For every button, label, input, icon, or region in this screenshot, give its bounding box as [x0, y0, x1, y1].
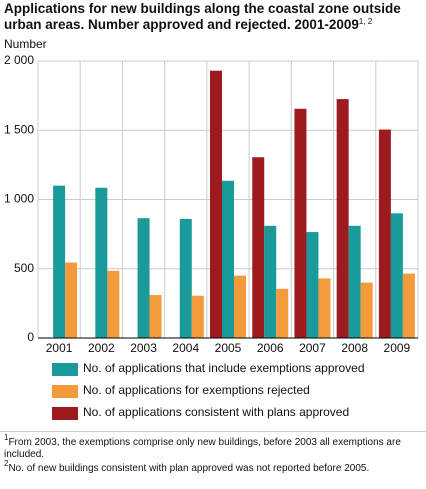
y-axis-label: Number — [4, 37, 47, 51]
bar — [222, 180, 234, 338]
y-tick-label: 2 000 — [4, 53, 34, 67]
bar — [234, 275, 246, 338]
bar — [336, 99, 349, 339]
bar — [107, 270, 120, 338]
footnote-text: From 2003, the exemptions comprise only … — [4, 437, 401, 460]
x-tick-label: 2003 — [130, 341, 157, 355]
legend-swatch — [52, 363, 78, 376]
bar — [264, 225, 277, 338]
x-tick-label: 2008 — [341, 341, 368, 355]
x-tick-label: 2006 — [257, 341, 284, 355]
bar — [378, 129, 391, 338]
bar — [294, 108, 307, 338]
legend-swatch — [52, 385, 78, 398]
footnotes: 1From 2003, the exemptions comprise only… — [4, 434, 422, 477]
chart: Number 0 500 1 000 1 500 2 000 2001 2002 2003 20… — [0, 37, 426, 432]
x-tick-label: 2004 — [172, 341, 199, 355]
bar — [252, 157, 265, 338]
legend-label: No. of applications consistent with plan… — [83, 405, 349, 419]
bar — [360, 282, 373, 338]
x-tick-label: 2009 — [384, 341, 411, 355]
bar — [95, 187, 108, 338]
bar — [179, 218, 192, 338]
chart-title-block: Applications for new buildings along the… — [4, 1, 422, 33]
footnote: 2No. of new buildings consistent with pl… — [4, 460, 422, 475]
bar — [191, 295, 204, 338]
legend-label: No. of applications that include exempti… — [83, 361, 365, 375]
bar — [348, 225, 361, 338]
footnote-marker: 2 — [4, 459, 9, 468]
x-tick-label: 2005 — [215, 341, 242, 355]
y-tick-label: 1 000 — [4, 192, 34, 206]
bar — [149, 295, 162, 338]
y-tick-label: 500 — [14, 261, 34, 275]
y-tick-label: 1 500 — [4, 122, 34, 136]
bar — [390, 213, 403, 338]
legend-swatch — [52, 407, 78, 420]
footnote-text: No. of new buildings consistent with pla… — [8, 463, 370, 474]
chart-title: Applications for new buildings along the… — [4, 1, 401, 32]
legend-label: No. of applications for exemptions rejec… — [83, 383, 310, 397]
bar — [53, 185, 66, 338]
x-tick-label: 2002 — [88, 341, 115, 355]
footnote-marker: 1 — [4, 433, 9, 442]
bar — [137, 218, 150, 338]
title-note: 1, 2 — [358, 17, 373, 26]
x-tick-label: 2007 — [299, 341, 326, 355]
bar — [318, 278, 331, 338]
bar — [65, 262, 78, 338]
bar — [276, 288, 289, 338]
x-tick-label: 2001 — [46, 341, 73, 355]
bar — [402, 273, 415, 338]
y-tick-label: 0 — [27, 330, 34, 344]
bar — [306, 232, 319, 338]
footnote: 1From 2003, the exemptions comprise only… — [4, 434, 422, 461]
bar — [210, 70, 222, 338]
